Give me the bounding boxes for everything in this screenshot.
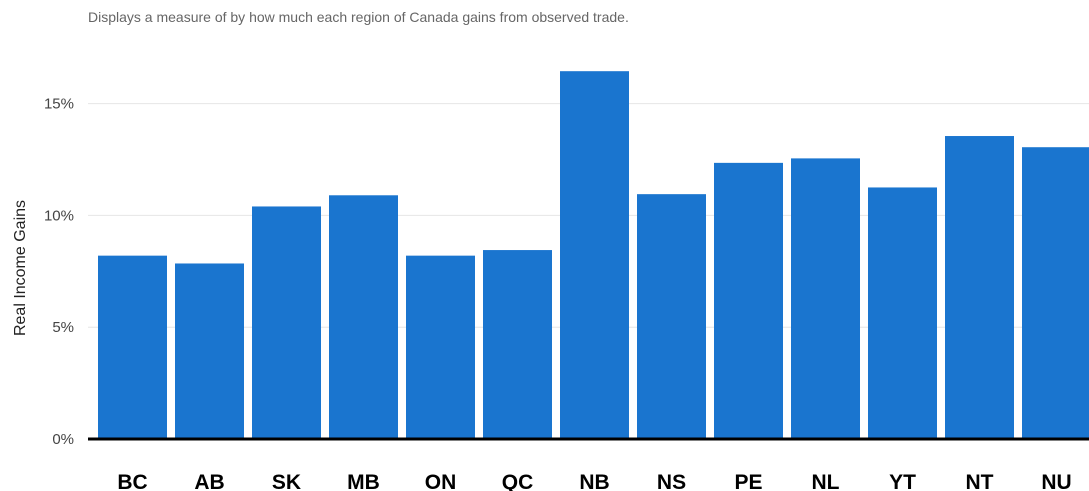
bar-on [406,255,475,439]
y-tick-label: 10% [44,207,74,224]
x-tick-label-bc: BC [117,471,147,491]
bar-mb [329,195,398,439]
x-tick-label-nt: NT [966,471,994,491]
y-axis-label: Real Income Gains [12,200,29,336]
bar-nt [945,136,1014,440]
y-tick-label: 15% [44,96,74,113]
x-tick-label-ns: NS [657,471,686,491]
bar-bc [98,255,167,439]
x-tick-label-nb: NB [579,471,609,491]
x-tick-label-on: ON [425,471,457,491]
x-tick-label-nu: NU [1041,471,1071,491]
x-axis-ticks: BC AB SK MB ON QC NB NS PE NL YT NT NU [117,471,1071,491]
x-tick-label-pe: PE [734,471,762,491]
bar-nl [791,158,860,439]
bar-nu [1022,147,1089,439]
y-axis-ticks: 0% 5% 10% 15% [44,96,74,448]
bar-qc [483,250,552,439]
x-tick-label-yt: YT [889,471,916,491]
bar-ns [637,194,706,439]
bar-pe [714,162,783,439]
x-tick-label-mb: MB [347,471,380,491]
bar-yt [868,187,937,439]
x-tick-label-ab: AB [194,471,224,491]
x-tick-label-qc: QC [502,471,534,491]
bar-nb [560,71,629,439]
bar-ab [175,263,244,439]
x-tick-label-nl: NL [812,471,840,491]
x-tick-label-sk: SK [272,471,301,491]
chart-subtitle: Displays a measure of by how much each r… [88,9,629,25]
bar-sk [252,206,321,439]
bars [98,71,1089,440]
y-tick-label: 5% [52,319,74,336]
y-tick-label: 0% [52,431,74,448]
